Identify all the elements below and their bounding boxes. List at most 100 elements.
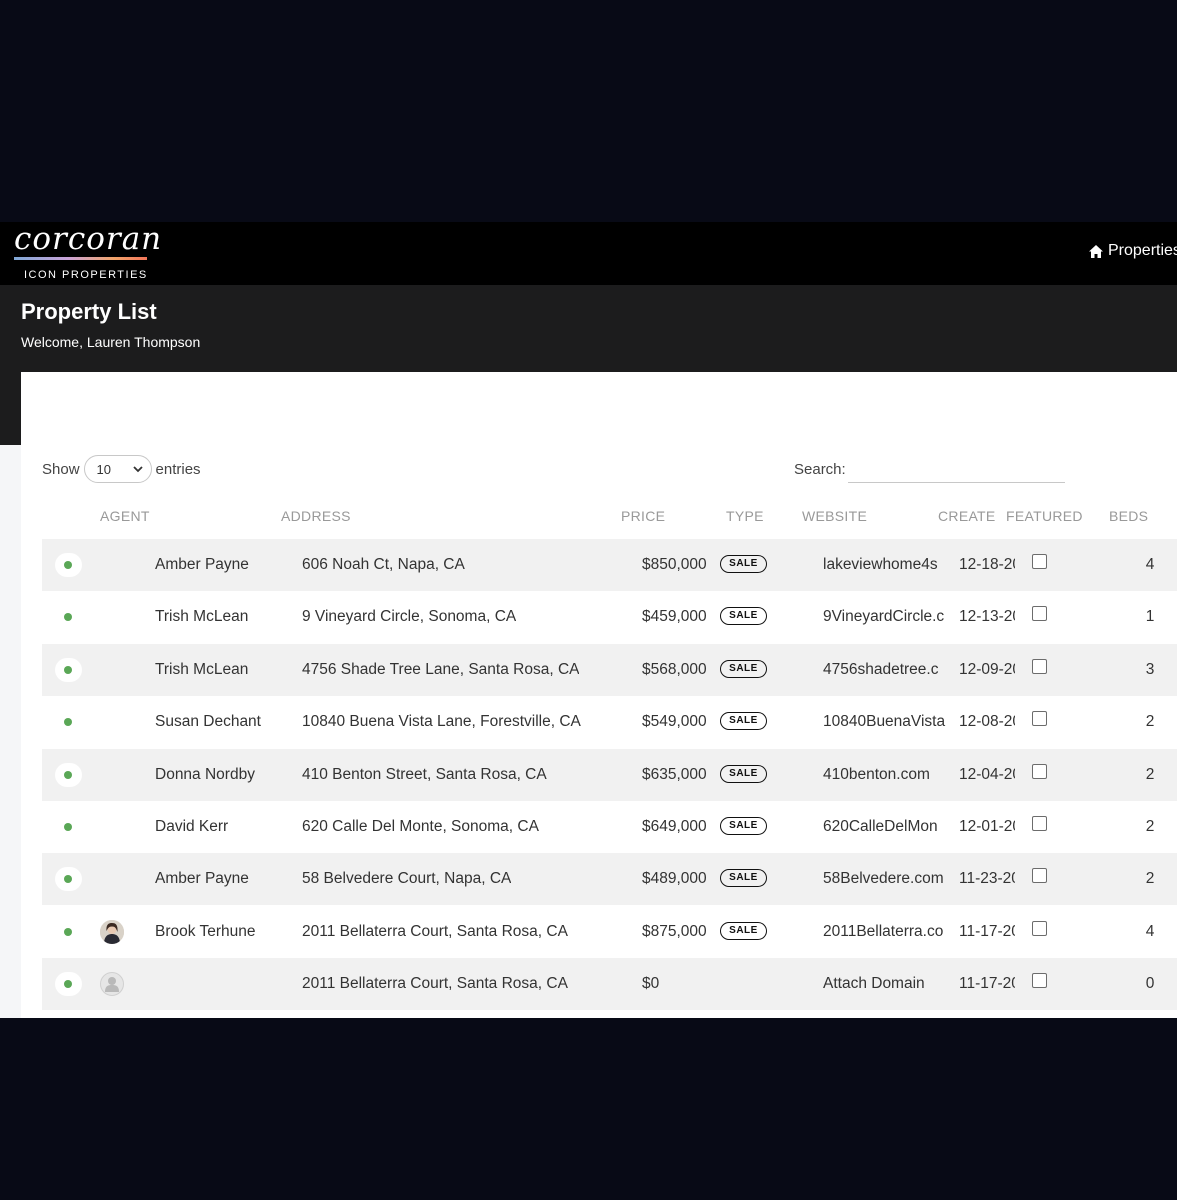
column-header-agent[interactable]: AGENT — [100, 508, 150, 524]
type-badge: SALE — [720, 607, 767, 626]
property-address[interactable]: 9 Vineyard Circle, Sonoma, CA — [302, 608, 517, 626]
status-dot-icon — [64, 823, 72, 831]
property-price: $0 — [642, 975, 660, 993]
nav-link-label: Properties — [1108, 242, 1177, 259]
property-address[interactable]: 606 Noah Ct, Napa, CA — [302, 556, 465, 573]
show-label: Show — [42, 460, 80, 478]
column-header-featured[interactable]: FEATURED — [1006, 508, 1083, 524]
property-address[interactable]: 2011 Bellaterra Court, Santa Rosa, CA — [302, 975, 568, 993]
column-header-address[interactable]: ADDRESS — [281, 508, 351, 524]
created-date: 12-04-20 — [959, 765, 1015, 783]
entries-select[interactable]: 10 — [83, 455, 152, 483]
website-link[interactable]: 9VineyardCircle.c — [823, 608, 945, 626]
status-indicator[interactable] — [55, 553, 82, 577]
status-indicator[interactable] — [55, 605, 82, 630]
status-dot-icon — [64, 613, 72, 622]
column-header-type[interactable]: TYPE — [726, 508, 764, 524]
property-table-card: Show 10 entries Search: AGENT ADDRESS PR… — [21, 372, 1177, 1018]
created-date: 11-23-20 — [959, 870, 1015, 888]
agent-name[interactable]: Trish McLean — [155, 660, 249, 678]
property-address[interactable]: 2011 Bellaterra Court, Santa Rosa, CA — [302, 922, 568, 940]
type-badge: SALE — [720, 659, 767, 678]
table-row[interactable]: David Kerr 620 Calle Del Monte, Sonoma, C… — [42, 801, 1177, 853]
status-indicator[interactable] — [55, 815, 82, 839]
property-address[interactable]: 410 Benton Street, Santa Rosa, CA — [302, 765, 547, 783]
agent-name[interactable]: David Kerr — [155, 818, 229, 835]
logo-gradient-bar — [14, 257, 147, 260]
beds-count: 4 — [1145, 556, 1155, 573]
status-dot-icon — [64, 875, 72, 884]
created-date: 12-13-20 — [959, 608, 1015, 626]
property-price: $635,000 — [642, 765, 707, 783]
table-row[interactable]: Trish McLean 9 Vineyard Circle, Sonoma, C… — [42, 591, 1177, 643]
type-badge: SALE — [720, 921, 767, 940]
featured-checkbox[interactable] — [1032, 554, 1047, 569]
status-indicator[interactable] — [55, 710, 82, 735]
featured-checkbox[interactable] — [1032, 658, 1047, 674]
created-date: 12-18-20 — [959, 556, 1015, 573]
agent-name[interactable]: Susan Dechant — [155, 713, 261, 731]
featured-checkbox[interactable] — [1032, 816, 1047, 831]
property-address[interactable]: 4756 Shade Tree Lane, Santa Rosa, CA — [302, 660, 580, 678]
property-address[interactable]: 58 Belvedere Court, Napa, CA — [302, 870, 512, 888]
featured-checkbox[interactable] — [1032, 606, 1047, 622]
website-link[interactable]: 58Belvedere.com — [823, 870, 944, 888]
table-row[interactable]: 2011 Bellaterra Court, Santa Rosa, CA $0 A… — [42, 958, 1177, 1011]
property-price: $459,000 — [642, 608, 707, 626]
website-link[interactable]: 4756shadetree.c — [823, 660, 939, 678]
table-row[interactable]: Trish McLean 4756 Shade Tree Lane, Santa … — [42, 643, 1177, 696]
featured-checkbox[interactable] — [1032, 763, 1047, 779]
brand-logo[interactable]: corcoran ICON PROPERTIES — [14, 222, 163, 284]
website-link[interactable]: lakeviewhome4s — [823, 556, 938, 573]
type-badge: SALE — [720, 712, 767, 731]
column-header-website[interactable]: WEBSITE — [802, 508, 868, 524]
search-input[interactable] — [847, 456, 1065, 483]
beds-count: 2 — [1145, 870, 1155, 888]
status-dot-icon — [64, 770, 72, 779]
website-link[interactable]: Attach Domain — [823, 975, 925, 993]
column-header-beds[interactable]: BEDS — [1109, 508, 1149, 524]
status-indicator[interactable] — [55, 867, 82, 892]
status-indicator[interactable] — [55, 972, 82, 997]
featured-checkbox[interactable] — [1032, 973, 1047, 989]
status-indicator[interactable] — [55, 919, 82, 944]
property-address[interactable]: 10840 Buena Vista Lane, Forestville, CA — [302, 713, 581, 731]
table-row[interactable]: Brook Terhune 2011 Bellaterra Court, Sant… — [42, 906, 1177, 958]
status-indicator[interactable] — [55, 657, 82, 682]
table-row[interactable]: Donna Nordby 410 Benton Street, Santa Ros… — [42, 748, 1177, 801]
property-address[interactable]: 620 Calle Del Monte, Sonoma, CA — [302, 818, 539, 835]
beds-count: 2 — [1145, 818, 1155, 835]
property-price: $850,000 — [642, 556, 707, 573]
website-link[interactable]: 410benton.com — [823, 765, 930, 783]
agent-avatar-placeholder — [100, 972, 124, 997]
status-dot-icon — [64, 927, 72, 936]
entries-select-value: 10 — [96, 461, 111, 477]
agent-name[interactable]: Brook Terhune — [155, 922, 256, 940]
featured-checkbox[interactable] — [1032, 920, 1047, 936]
agent-avatar — [100, 919, 124, 944]
column-header-created[interactable]: CREATE — [938, 508, 996, 524]
column-header-price[interactable]: PRICE — [621, 508, 666, 524]
featured-checkbox[interactable] — [1032, 711, 1047, 727]
agent-name[interactable]: Donna Nordby — [155, 765, 255, 783]
website-link[interactable]: 10840BuenaVista — [823, 713, 946, 731]
created-date: 12-09-20 — [959, 660, 1015, 678]
beds-count: 2 — [1145, 765, 1155, 783]
type-badge: SALE — [720, 817, 767, 835]
featured-checkbox[interactable] — [1032, 868, 1047, 884]
search-control: Search: — [794, 456, 1065, 483]
table-row[interactable]: Susan Dechant 10840 Buena Vista Lane, For… — [42, 696, 1177, 748]
agent-name[interactable]: Amber Payne — [155, 870, 249, 888]
website-link[interactable]: 620CalleDelMon — [823, 818, 938, 835]
website-link[interactable]: 2011Bellaterra.co — [823, 922, 944, 940]
status-indicator[interactable] — [55, 762, 82, 787]
nav-link-properties[interactable]: Properties — [1089, 242, 1177, 260]
agent-name[interactable]: Trish McLean — [155, 608, 249, 626]
table-row[interactable]: Amber Payne 58 Belvedere Court, Napa, CA $… — [42, 853, 1177, 906]
status-dot-icon — [64, 718, 72, 727]
logo-wordmark: corcoran — [14, 222, 163, 257]
created-date: 12-08-20 — [959, 713, 1015, 731]
agent-name[interactable]: Amber Payne — [155, 556, 249, 573]
property-price: $549,000 — [642, 713, 707, 731]
table-row[interactable]: Amber Payne 606 Noah Ct, Napa, CA $850,000… — [42, 539, 1177, 591]
